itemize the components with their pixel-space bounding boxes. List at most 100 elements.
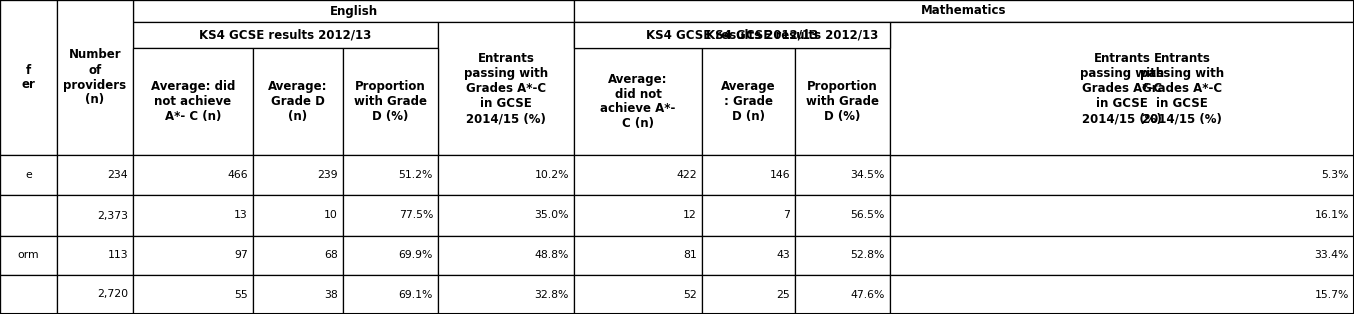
- Bar: [133, 275, 253, 314]
- Text: Average
: Grade
D (n): Average : Grade D (n): [722, 80, 776, 123]
- Bar: [343, 155, 437, 195]
- Text: 77.5%: 77.5%: [398, 210, 433, 220]
- Bar: [0, 236, 57, 275]
- Bar: [57, 155, 133, 195]
- Bar: [574, 275, 701, 314]
- Text: 10: 10: [324, 210, 338, 220]
- Text: 466: 466: [227, 170, 248, 180]
- Bar: [133, 48, 253, 155]
- Text: 52.8%: 52.8%: [850, 251, 886, 261]
- Bar: [574, 22, 1010, 48]
- Bar: [57, 275, 133, 314]
- Text: 97: 97: [234, 251, 248, 261]
- Text: 13: 13: [234, 210, 248, 220]
- Bar: [253, 155, 343, 195]
- Bar: [437, 236, 574, 275]
- Text: 81: 81: [684, 251, 697, 261]
- Text: 146: 146: [769, 170, 789, 180]
- Text: 56.5%: 56.5%: [850, 210, 886, 220]
- Text: KS4 GCSE results 2012/13: KS4 GCSE results 2012/13: [199, 29, 371, 41]
- Bar: [701, 236, 795, 275]
- Bar: [133, 155, 253, 195]
- Bar: [574, 22, 890, 48]
- Bar: [0, 155, 57, 195]
- Bar: [133, 195, 253, 236]
- Text: 52: 52: [684, 290, 697, 300]
- Bar: [0, 275, 57, 314]
- Text: orm: orm: [18, 251, 39, 261]
- Bar: [253, 195, 343, 236]
- Text: Proportion
with Grade
D (%): Proportion with Grade D (%): [806, 80, 879, 123]
- Text: 422: 422: [677, 170, 697, 180]
- Bar: [574, 48, 701, 155]
- Text: 34.5%: 34.5%: [850, 170, 886, 180]
- Bar: [574, 0, 1354, 22]
- Bar: [890, 155, 1354, 195]
- Text: 47.6%: 47.6%: [850, 290, 886, 300]
- Bar: [1010, 22, 1354, 155]
- Bar: [701, 195, 795, 236]
- Bar: [890, 195, 1354, 236]
- Text: 43: 43: [776, 251, 789, 261]
- Bar: [701, 48, 795, 155]
- Text: Average: did
not achieve
A*- C (n): Average: did not achieve A*- C (n): [150, 80, 236, 123]
- Bar: [343, 275, 437, 314]
- Bar: [57, 236, 133, 275]
- Text: 51.2%: 51.2%: [398, 170, 433, 180]
- Bar: [574, 236, 701, 275]
- Bar: [343, 236, 437, 275]
- Text: 35.0%: 35.0%: [535, 210, 569, 220]
- Text: 16.1%: 16.1%: [1315, 210, 1349, 220]
- Text: Entrants
passing with
Grades A*-C
in GCSE
2014/15 (%): Entrants passing with Grades A*-C in GCS…: [1080, 52, 1164, 125]
- Text: 7: 7: [783, 210, 789, 220]
- Bar: [437, 22, 574, 155]
- Bar: [0, 0, 57, 155]
- Text: 32.8%: 32.8%: [535, 290, 569, 300]
- Text: 33.4%: 33.4%: [1315, 251, 1349, 261]
- Text: Entrants
passing with
Grades A*-C
in GCSE
2014/15 (%): Entrants passing with Grades A*-C in GCS…: [1140, 52, 1224, 125]
- Bar: [701, 275, 795, 314]
- Text: Entrants
passing with
Grades A*-C
in GCSE
2014/15 (%): Entrants passing with Grades A*-C in GCS…: [464, 52, 548, 125]
- Bar: [253, 48, 343, 155]
- Text: 5.3%: 5.3%: [1322, 170, 1349, 180]
- Bar: [795, 195, 890, 236]
- Bar: [795, 236, 890, 275]
- Text: Average:
Grade D
(n): Average: Grade D (n): [268, 80, 328, 123]
- Bar: [343, 48, 437, 155]
- Bar: [795, 275, 890, 314]
- Bar: [133, 22, 437, 48]
- Bar: [133, 0, 574, 22]
- Text: 38: 38: [324, 290, 338, 300]
- Bar: [890, 236, 1354, 275]
- Text: 239: 239: [317, 170, 338, 180]
- Bar: [253, 236, 343, 275]
- Text: 113: 113: [107, 251, 129, 261]
- Text: 69.1%: 69.1%: [398, 290, 433, 300]
- Text: 68: 68: [324, 251, 338, 261]
- Bar: [890, 275, 1354, 314]
- Text: 48.8%: 48.8%: [535, 251, 569, 261]
- Text: 25: 25: [776, 290, 789, 300]
- Text: 234: 234: [107, 170, 129, 180]
- Bar: [890, 22, 1354, 155]
- Text: 15.7%: 15.7%: [1315, 290, 1349, 300]
- Text: 55: 55: [234, 290, 248, 300]
- Bar: [343, 195, 437, 236]
- Bar: [437, 275, 574, 314]
- Text: 2,373: 2,373: [97, 210, 129, 220]
- Text: KS4 GCSE results 2012/13: KS4 GCSE results 2012/13: [705, 29, 879, 41]
- Bar: [795, 155, 890, 195]
- Text: Number
of
providers
(n): Number of providers (n): [64, 48, 126, 106]
- Text: 2,720: 2,720: [97, 290, 129, 300]
- Text: 69.9%: 69.9%: [398, 251, 433, 261]
- Bar: [795, 48, 890, 155]
- Text: Average:
did not
achieve A*-
C (n): Average: did not achieve A*- C (n): [600, 73, 676, 131]
- Bar: [57, 195, 133, 236]
- Text: Proportion
with Grade
D (%): Proportion with Grade D (%): [353, 80, 427, 123]
- Bar: [701, 155, 795, 195]
- Bar: [574, 155, 701, 195]
- Bar: [437, 195, 574, 236]
- Text: 12: 12: [684, 210, 697, 220]
- Bar: [437, 155, 574, 195]
- Bar: [0, 195, 57, 236]
